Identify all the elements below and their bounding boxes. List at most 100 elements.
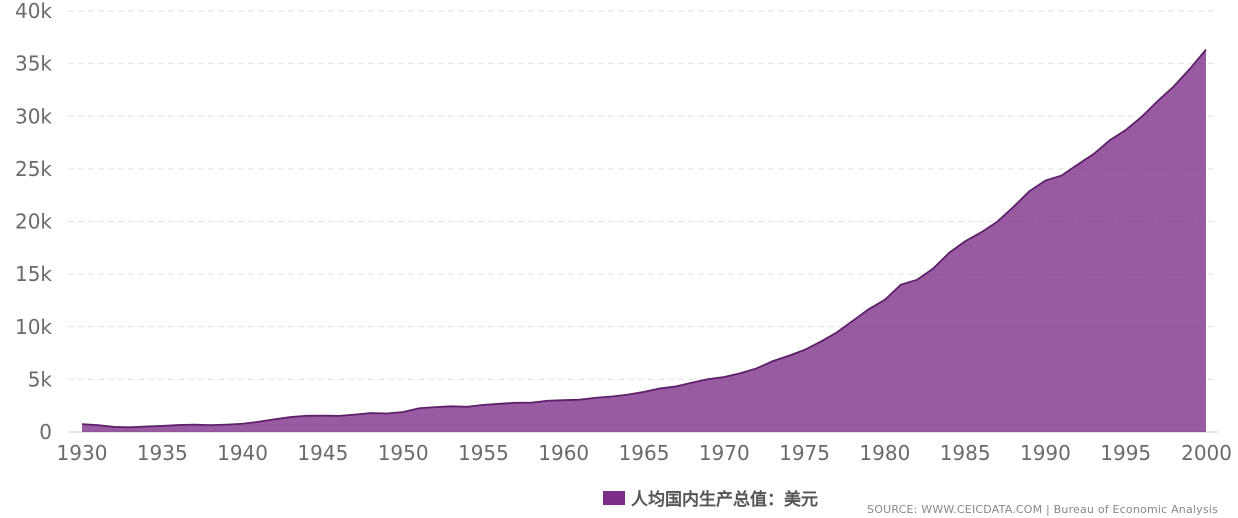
data-point[interactable] [480,402,486,408]
y-tick-label: 25k [15,157,52,181]
data-point[interactable] [1107,137,1113,143]
data-point[interactable] [336,413,342,419]
y-tick-label: 35k [15,52,52,76]
data-point[interactable] [432,404,438,410]
data-point[interactable] [978,229,984,235]
data-point[interactable] [1026,188,1032,194]
data-point[interactable] [834,330,840,336]
data-point[interactable] [930,266,936,272]
data-point[interactable] [818,339,824,345]
data-point[interactable] [1091,151,1097,157]
data-point[interactable] [400,409,406,415]
data-point[interactable] [175,422,181,428]
data-point[interactable] [802,347,808,353]
y-tick-label: 0 [39,420,52,444]
legend[interactable]: 人均国内生产总值：美元 [603,485,818,510]
data-point[interactable] [1139,114,1145,120]
data-point[interactable] [898,282,904,288]
data-point[interactable] [609,394,615,400]
x-tick-label: 1995 [1100,441,1151,465]
data-point[interactable] [111,424,117,430]
x-tick-label: 1980 [859,441,910,465]
y-tick-label: 40k [15,0,52,23]
data-point[interactable] [1155,98,1161,104]
data-point[interactable] [593,395,599,401]
data-point[interactable] [79,421,85,427]
y-tick-label: 30k [15,104,52,128]
data-point[interactable] [545,398,551,404]
data-point[interactable] [272,416,278,422]
data-point[interactable] [256,419,262,425]
data-point[interactable] [1171,83,1177,89]
data-point[interactable] [737,370,743,376]
data-point[interactable] [127,424,133,430]
y-tick-label: 20k [15,210,52,234]
data-point[interactable] [850,318,856,324]
data-point[interactable] [143,424,149,430]
x-tick-label: 1950 [378,441,429,465]
data-point[interactable] [288,414,294,420]
x-tick-label: 1975 [779,441,830,465]
data-point[interactable] [240,421,246,427]
data-point[interactable] [224,422,230,428]
data-point[interactable] [689,380,695,386]
data-point[interactable] [1187,66,1193,72]
data-point[interactable] [191,422,197,428]
data-point[interactable] [1042,178,1048,184]
data-point[interactable] [946,250,952,256]
data-point[interactable] [721,374,727,380]
grid-lines [68,10,1218,433]
data-point[interactable] [882,297,888,303]
source-note: SOURCE: WWW.CEICDATA.COM | Bureau of Eco… [867,503,1218,516]
y-tick-label: 10k [15,315,52,339]
data-point[interactable] [513,400,519,406]
x-tick-label: 1960 [538,441,589,465]
data-point[interactable] [657,385,663,391]
data-point[interactable] [368,410,374,416]
data-point[interactable] [561,397,567,403]
y-tick-label: 15k [15,262,52,286]
x-tick-label: 1965 [619,441,670,465]
x-tick-label: 1985 [940,441,991,465]
data-point[interactable] [320,413,326,419]
legend-label: 人均国内生产总值：美元 [631,490,818,510]
data-point[interactable] [962,238,968,244]
data-point[interactable] [753,365,759,371]
data-point[interactable] [914,277,920,283]
data-point[interactable] [994,219,1000,225]
data-point[interactable] [416,405,422,411]
data-point[interactable] [866,306,872,312]
x-tick-label: 1935 [137,441,188,465]
data-point[interactable] [496,401,502,407]
data-point[interactable] [1058,173,1064,179]
x-tick-label: 1940 [217,441,268,465]
x-tick-label: 2000 [1181,441,1232,465]
data-point[interactable] [625,392,631,398]
data-point[interactable] [769,358,775,364]
data-point[interactable] [159,423,165,429]
data-point[interactable] [1010,204,1016,210]
data-point[interactable] [304,413,310,419]
data-point[interactable] [673,383,679,389]
data-point[interactable] [641,389,647,395]
data-point[interactable] [464,404,470,410]
data-point[interactable] [1075,162,1081,168]
x-tick-label: 1930 [57,441,108,465]
data-point[interactable] [786,353,792,359]
series-area-layer [81,49,1207,432]
data-point[interactable] [207,422,213,428]
data-point[interactable] [95,422,101,428]
data-point[interactable] [384,410,390,416]
y-tick-label: 5k [28,367,53,391]
data-point[interactable] [1203,47,1209,53]
data-point[interactable] [352,412,358,418]
data-point[interactable] [1123,127,1129,133]
data-point[interactable] [705,376,711,382]
data-point[interactable] [529,400,535,406]
legend-swatch [603,490,625,505]
data-point[interactable] [448,403,454,409]
x-tick-label: 1990 [1020,441,1071,465]
data-point[interactable] [577,397,583,403]
x-tick-label: 1955 [458,441,509,465]
